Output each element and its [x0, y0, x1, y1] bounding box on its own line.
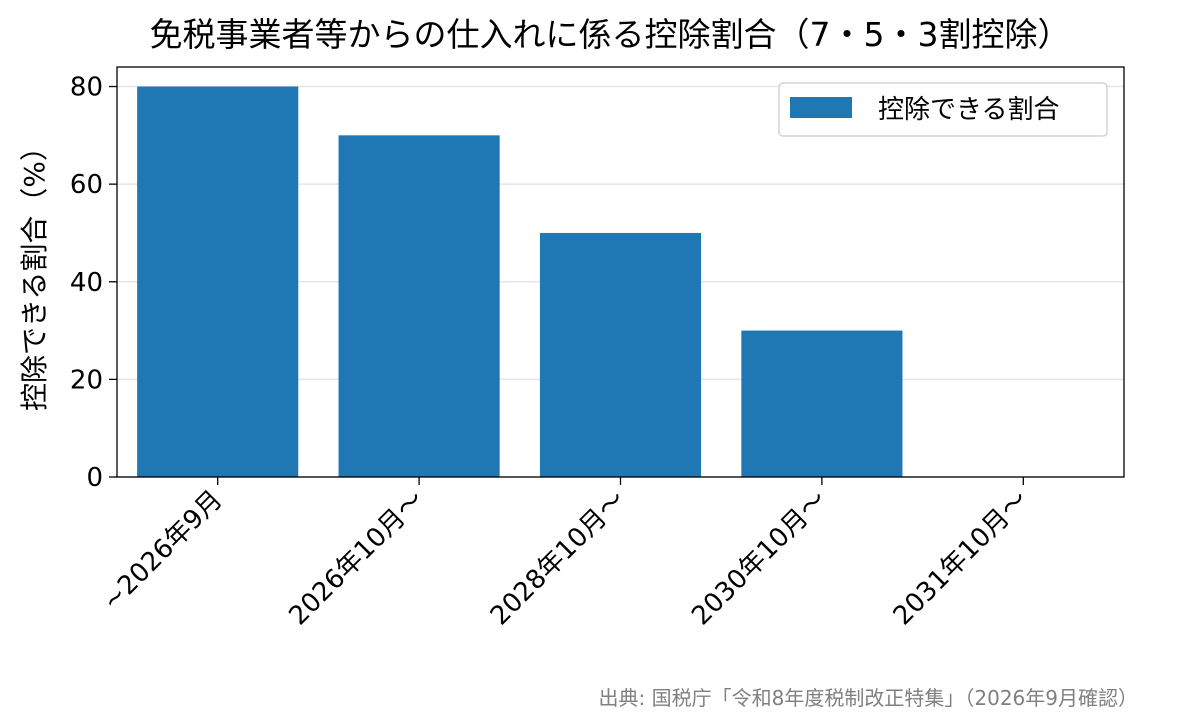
bars — [137, 86, 903, 478]
x-tick-label: ~2026年9月 — [97, 485, 229, 617]
y-axis-label: 控除できる割合（%） — [18, 133, 51, 411]
bar — [338, 135, 500, 478]
y-tick-label: 20 — [70, 365, 103, 395]
y-tick-label: 60 — [70, 170, 103, 200]
bar — [741, 330, 903, 477]
x-tick-label: 2030年10月～ — [686, 485, 833, 632]
legend-swatch — [790, 97, 852, 118]
bar — [137, 86, 299, 478]
x-tick-label: 2031年10月～ — [888, 485, 1035, 632]
x-tick-label: 2026年10月～ — [283, 485, 430, 632]
chart-title: 免税事業者等からの仕入れに係る控除割合（7・5・3割控除） — [150, 15, 1071, 54]
legend-label: 控除できる割合 — [878, 95, 1059, 125]
bar — [539, 232, 702, 477]
legend: 控除できる割合 — [778, 82, 1108, 137]
y-tick-label: 40 — [70, 268, 103, 298]
y-tick-label: 80 — [70, 73, 103, 103]
y-axis-ticks: 0 20 40 60 80 — [70, 73, 117, 493]
x-tick-label: 2028年10月～ — [485, 485, 632, 632]
x-axis-ticks: ~2026年9月 2026年10月～ 2028年10月～ 2030年10月～ 2031年… — [97, 477, 1034, 631]
legend-box — [778, 82, 1108, 137]
source-note: 出典: 国税庁「令和8年度税制改正特集」（2026年9月確認） — [599, 686, 1138, 710]
y-tick-label: 0 — [86, 463, 103, 493]
